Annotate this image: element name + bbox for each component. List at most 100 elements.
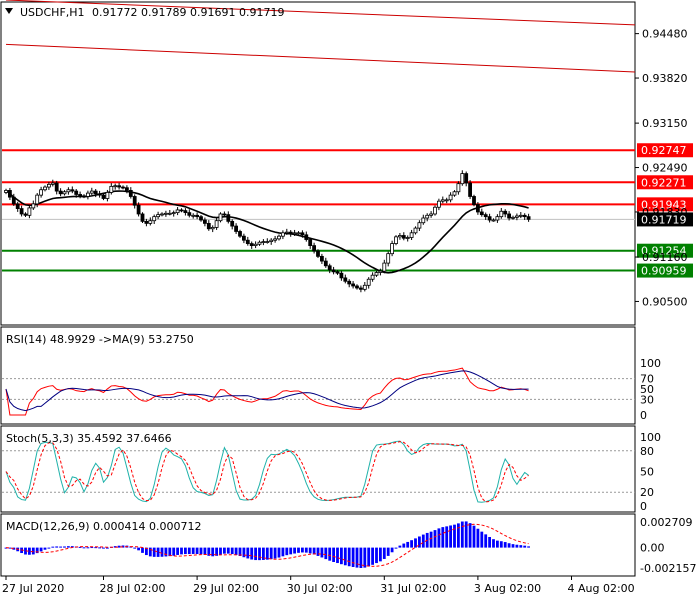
macd-histogram-bar [39, 547, 43, 552]
moving-average-line [5, 189, 529, 274]
macd-histogram-bar [293, 547, 296, 554]
macd-histogram-bar [492, 539, 495, 548]
macd-histogram-bar [468, 523, 472, 548]
bull-candle [171, 212, 176, 215]
macd-histogram-bar [265, 547, 269, 560]
macd-histogram-bar [308, 547, 312, 554]
macd-histogram-bar [187, 547, 191, 555]
macd-histogram-bar [363, 547, 367, 568]
symbol-label: USDCHF,H1 [20, 6, 85, 19]
macd-histogram-bar [429, 531, 433, 548]
macd-histogram-bar [499, 541, 503, 548]
macd-histogram-bar [379, 547, 382, 562]
macd-histogram-bar [8, 547, 12, 549]
bull-candle [429, 213, 434, 216]
bull-candle [436, 200, 441, 208]
macd-histogram-bar [304, 547, 308, 553]
macd-histogram-bar [340, 547, 343, 565]
bull-candle [366, 278, 371, 286]
bear-candle [355, 285, 359, 289]
macd-histogram-bar [324, 547, 328, 560]
macd-histogram-bar [203, 547, 207, 555]
bull-candle [66, 189, 71, 193]
macd-histogram-bar [480, 531, 484, 548]
macd-histogram-bar [382, 547, 386, 559]
bear-candle [82, 195, 86, 198]
bear-candle [132, 196, 137, 206]
macd-histogram-bar [312, 547, 316, 555]
macd-histogram-bar [226, 547, 230, 554]
bear-candle [125, 187, 129, 191]
support-level-label: 0.90959 [641, 265, 687, 278]
bull-candle [257, 241, 262, 245]
bear-candle [121, 186, 125, 189]
macd-histogram-bar [507, 543, 511, 548]
price-tick-label: 0.93150 [642, 117, 688, 130]
macd-histogram-bar [464, 521, 468, 548]
bull-candle [261, 241, 266, 243]
macd-histogram-bar [320, 547, 324, 558]
macd-histogram-bar [156, 547, 160, 557]
macd-histogram-bar [390, 547, 394, 553]
macd-histogram-bar [316, 547, 320, 556]
bull-candle [47, 183, 51, 188]
bear-candle [70, 189, 75, 192]
macd-histogram-bar [90, 547, 94, 549]
macd-histogram-bar [102, 547, 105, 549]
bull-candle [421, 217, 426, 224]
ohlc-label: 0.91772 0.91789 0.91691 0.91719 [92, 6, 284, 19]
macd-histogram-bar [511, 544, 515, 548]
bear-candle [335, 271, 340, 274]
macd-histogram-bar [441, 527, 445, 548]
bear-candle [199, 216, 203, 221]
bear-candle [202, 219, 207, 224]
rsi-title: RSI(14) 48.9929 ->MA(9) 53.2750 [6, 333, 194, 346]
macd-histogram-bar [70, 546, 74, 548]
bull-candle [362, 284, 367, 290]
bear-candle [183, 210, 188, 214]
macd-histogram-bar [375, 547, 378, 564]
bear-candle [97, 193, 102, 196]
stoch-tick-label: 0 [640, 500, 647, 513]
axis-layer: 0.92747 0.92271 0.91943 0.91254 0.90959 0.944… [2, 28, 696, 595]
macd-histogram-bar [269, 547, 273, 560]
macd-histogram-bar [523, 545, 527, 548]
bear-candle [101, 194, 106, 199]
rsi-ma-line [5, 370, 529, 412]
bear-candle [11, 196, 16, 205]
macd-histogram-bar [527, 546, 530, 548]
macd-histogram-bar [82, 547, 86, 549]
bear-candle [78, 194, 82, 197]
bear-candle [117, 185, 121, 188]
bear-candle [74, 190, 79, 195]
macd-histogram-bar [332, 547, 335, 563]
bear-candle [339, 272, 344, 279]
bull-candle [113, 185, 118, 188]
bull-candle [495, 216, 500, 221]
bear-candle [401, 235, 406, 239]
macd-histogram-bar [242, 547, 246, 558]
bear-candle [195, 214, 200, 218]
macd-histogram-bar [28, 547, 31, 555]
channel-line [5, 43, 636, 73]
collapse-triangle-icon[interactable] [5, 8, 13, 14]
bull-candle [456, 183, 461, 193]
bull-candle [105, 192, 110, 199]
macd-histogram-bar [168, 547, 172, 557]
macd-tick-label: -0.002157 [640, 562, 696, 575]
macd-histogram-bar [59, 546, 62, 548]
bear-candle [507, 213, 512, 219]
macd-histogram-bar [519, 545, 523, 548]
bear-candle [23, 213, 28, 216]
time-label: 27 Jul 2020 [2, 582, 64, 595]
bull-candle [43, 186, 47, 191]
price-tick-label: 0.94480 [642, 28, 688, 41]
rsi-line [5, 367, 529, 416]
bull-candle [109, 185, 114, 193]
resistance-level-tag [637, 175, 693, 190]
macd-histogram-bar [449, 525, 452, 548]
bear-candle [327, 265, 332, 271]
macd-histogram-bar [176, 547, 179, 555]
stoch-tick-label: 100 [640, 431, 661, 444]
